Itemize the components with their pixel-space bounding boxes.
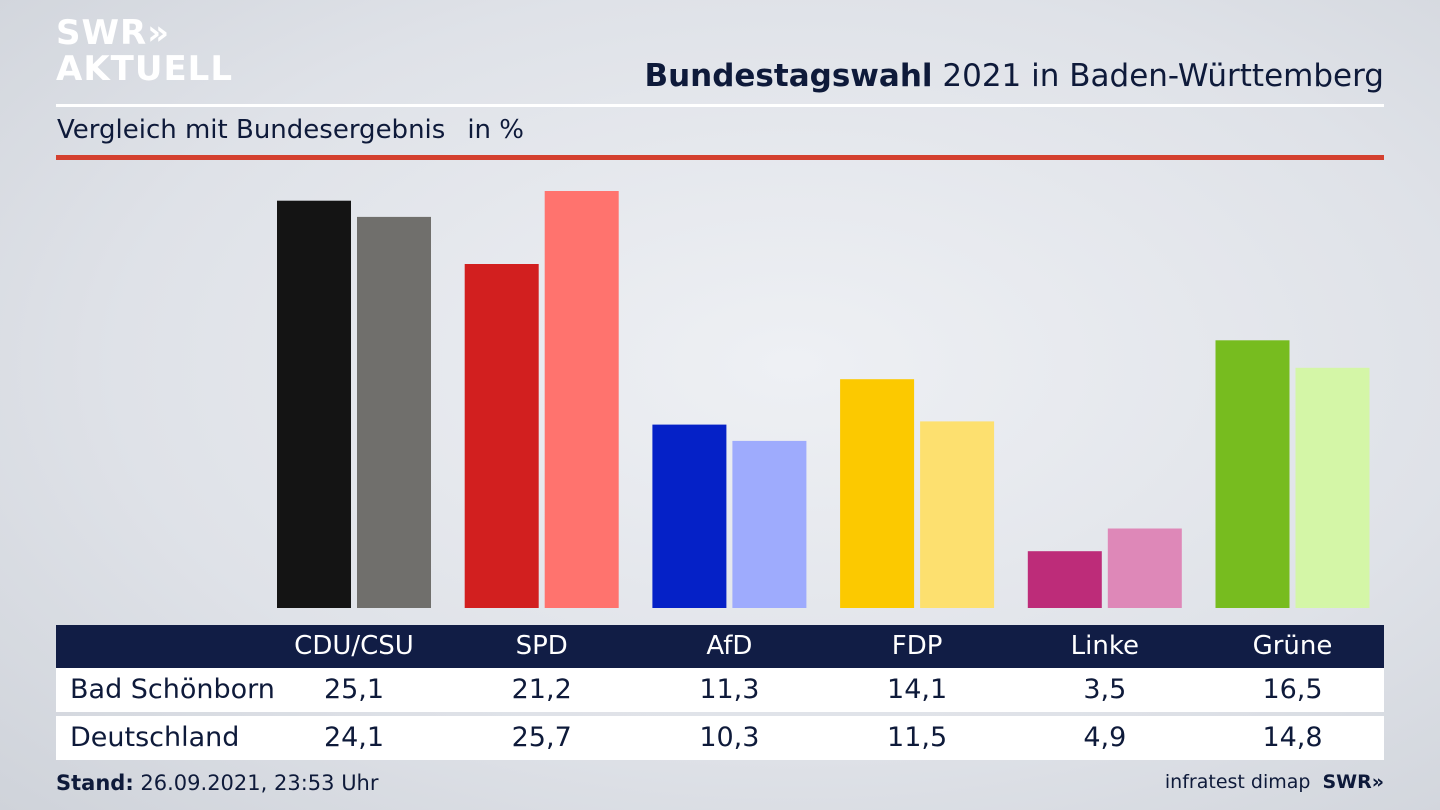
- title-rest: 2021 in Baden-Württemberg: [942, 58, 1384, 94]
- bar-linke-bad-sch-nborn: [1027, 551, 1102, 608]
- stand-value: 26.09.2021, 23:53 Uhr: [140, 771, 379, 795]
- table-row: Deutschland 24,1 25,7 10,3 11,5 4,9 14,8: [56, 716, 1384, 760]
- bar-afd-deutschland: [732, 440, 807, 608]
- footer-brand: SWR»: [1322, 771, 1384, 793]
- title-bold: Bundestagswahl: [644, 58, 933, 94]
- unit-label: in %: [467, 115, 524, 145]
- bar-spd-deutschland: [544, 191, 619, 608]
- table-cell: 14,8: [1262, 722, 1323, 753]
- results-table: CDU/CSU SPD AfD FDP Linke Grüne Bad Schönborn…: [56, 625, 1384, 760]
- table-row: Bad Schönborn 25,1 21,2 11,3 14,1 3,5 16,5: [56, 668, 1384, 712]
- column-header-gr-ne: Grüne: [1252, 631, 1333, 661]
- bar-cdu-csu-bad-sch-nborn: [277, 200, 351, 608]
- chart-subtitle: Vergleich mit Bundesergebnis in %: [57, 115, 524, 145]
- bar-gr-ne-deutschland: [1295, 367, 1370, 608]
- table-cell: 25,7: [511, 722, 572, 753]
- row-label: Deutschland: [70, 722, 240, 753]
- table-cell: 10,3: [699, 722, 760, 753]
- table-cell: 14,1: [887, 674, 948, 705]
- column-header-afd: AfD: [706, 631, 753, 661]
- chart-title: Bundestagswahl 2021 in Baden-Württemberg: [644, 58, 1384, 94]
- header-divider: [56, 104, 1384, 107]
- table-cell: 3,5: [1083, 674, 1127, 705]
- column-header-cdu-csu: CDU/CSU: [294, 631, 414, 661]
- bar-gr-ne-bad-sch-nborn: [1215, 340, 1290, 608]
- subtitle-text: Vergleich mit Bundesergebnis: [57, 115, 446, 145]
- column-header-linke: Linke: [1070, 631, 1139, 661]
- source-text: infratest dimap: [1164, 771, 1311, 793]
- table-cell: 16,5: [1262, 674, 1323, 705]
- column-header-fdp: FDP: [891, 631, 943, 661]
- source-credit: infratest dimap SWR»: [1165, 771, 1384, 793]
- accent-divider: [56, 155, 1384, 160]
- table-cell: 25,1: [323, 674, 385, 705]
- stand-label: Stand:: [56, 771, 134, 795]
- bar-spd-bad-sch-nborn: [464, 264, 539, 608]
- table-cell: 11,5: [887, 722, 948, 753]
- bar-fdp-deutschland: [920, 421, 995, 608]
- bar-cdu-csu-deutschland: [357, 216, 431, 608]
- table-cell: 11,3: [699, 674, 760, 705]
- logo-line-2: AKTUELL: [56, 49, 234, 89]
- swr-aktuell-logo: SWR» AKTUELL: [56, 16, 233, 88]
- table-cell: 4,9: [1083, 722, 1127, 753]
- bar-fdp-bad-sch-nborn: [840, 379, 915, 608]
- table-cell: 21,2: [511, 674, 572, 705]
- logo-line-1: SWR»: [56, 13, 169, 53]
- bar-linke-deutschland: [1107, 528, 1182, 608]
- column-header-spd: SPD: [515, 631, 568, 661]
- bar-afd-bad-sch-nborn: [652, 424, 727, 608]
- table-header: CDU/CSU SPD AfD FDP Linke Grüne: [56, 625, 1384, 668]
- timestamp: Stand: 26.09.2021, 23:53 Uhr: [56, 771, 379, 795]
- table-cell: 24,1: [323, 722, 385, 753]
- row-label: Bad Schönborn: [70, 674, 275, 705]
